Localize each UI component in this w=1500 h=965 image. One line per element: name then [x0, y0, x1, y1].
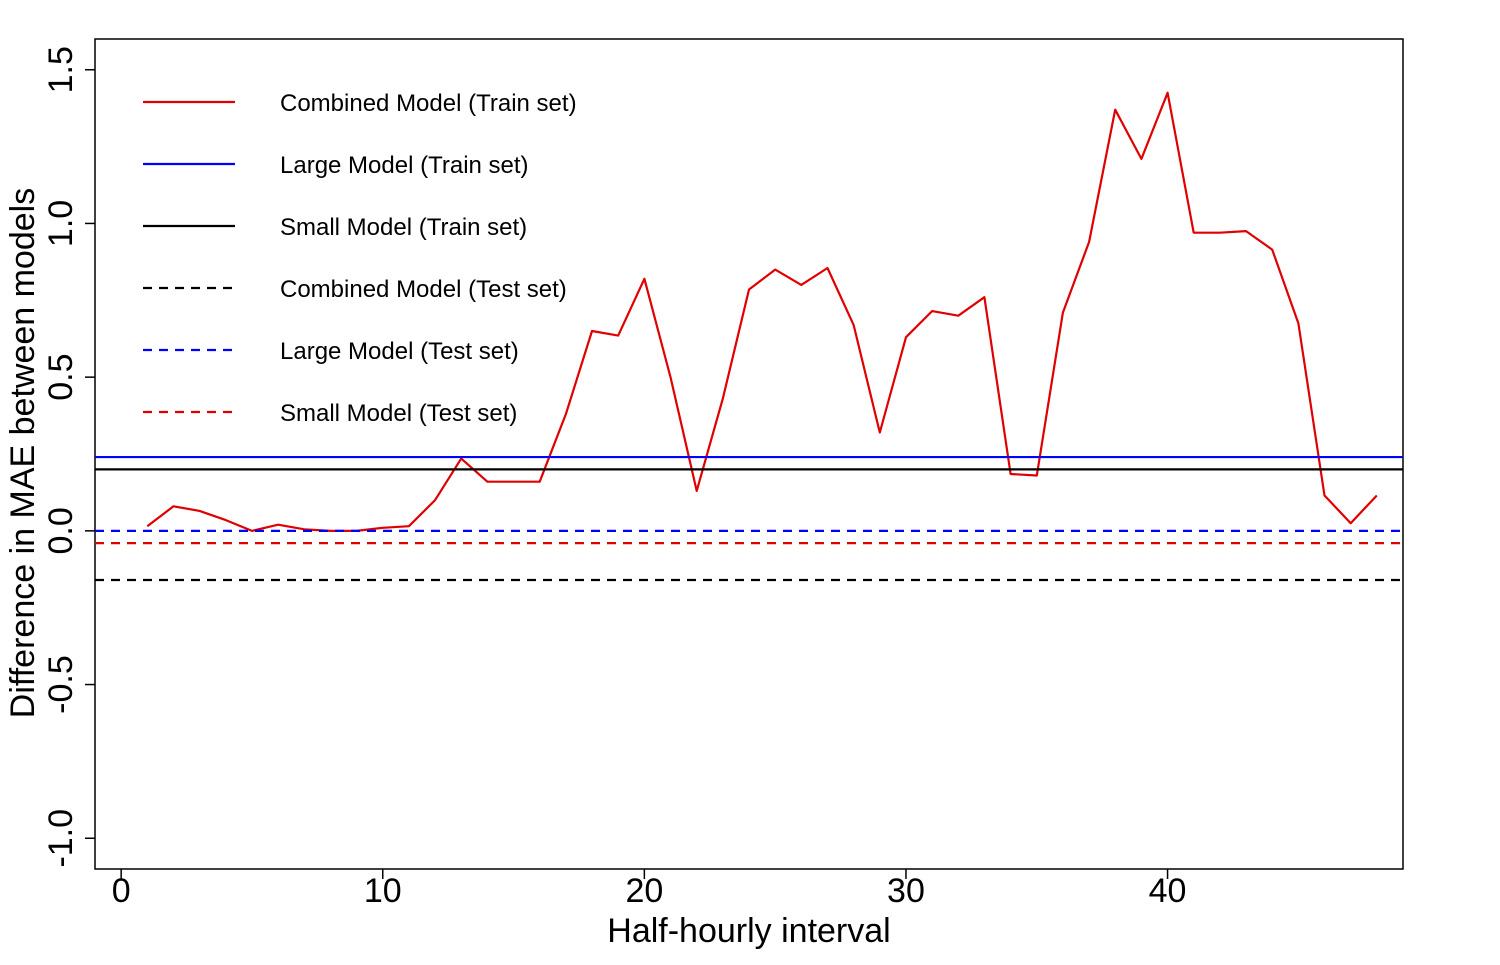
- legend: Combined Model (Train set) Large Model (T…: [143, 90, 577, 427]
- y-tick-label: 1.5: [42, 46, 80, 93]
- legend-label: Combined Model (Test set): [280, 276, 567, 303]
- x-tick-label: 0: [112, 872, 131, 910]
- x-axis: 0 10 20 30 40: [112, 869, 1187, 910]
- y-tick-label: -1.0: [42, 809, 80, 868]
- x-tick-label: 40: [1149, 872, 1187, 910]
- y-tick-label: 0.5: [42, 354, 80, 401]
- y-tick-label: -0.5: [42, 655, 80, 714]
- series-layer: [95, 91, 1403, 582]
- plot-frame: [94, 38, 1404, 870]
- y-axis-title: Difference in MAE between models: [4, 188, 42, 718]
- legend-label: Large Model (Train set): [280, 152, 529, 179]
- y-tick-label: 0.0: [42, 507, 80, 554]
- y-tick-label: 1.0: [42, 200, 80, 247]
- y-axis: -1.0 -0.5 0.0 0.5 1.0 1.5: [42, 46, 95, 868]
- legend-label: Combined Model (Train set): [280, 90, 577, 117]
- legend-label: Small Model (Test set): [280, 400, 517, 427]
- legend-label: Large Model (Test set): [280, 338, 519, 365]
- x-tick-label: 30: [887, 872, 925, 910]
- x-axis-title: Half-hourly interval: [607, 912, 890, 950]
- x-tick-label: 20: [625, 872, 663, 910]
- x-tick-label: 10: [364, 872, 402, 910]
- legend-label: Small Model (Train set): [280, 214, 527, 241]
